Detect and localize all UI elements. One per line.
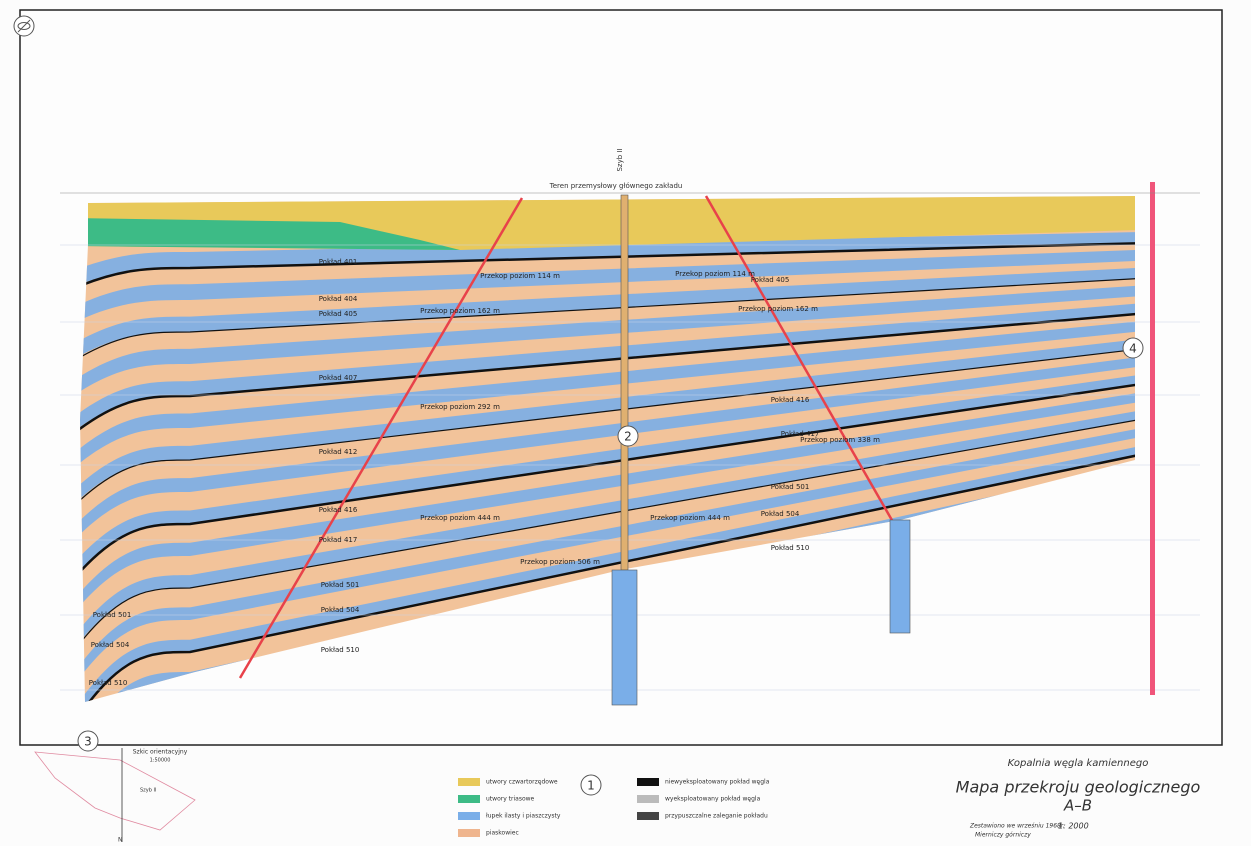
shale-band — [80, 321, 1135, 472]
inset-title: Szkic orientacyjny — [133, 749, 188, 756]
marker-circle — [1122, 337, 1144, 359]
shale-band — [80, 410, 1135, 655]
cross-cut-label: Przekop poziom 114 m — [480, 272, 560, 280]
seam-label: Pokład 405 — [319, 310, 358, 318]
cross-cut-label: Przekop poziom 162 m — [420, 307, 500, 315]
fault — [238, 197, 524, 679]
coal-seam — [80, 418, 1135, 657]
boundary — [1150, 182, 1155, 695]
map-title: Mapa przekroju geologicznego — [956, 778, 1201, 797]
north: N — [118, 837, 123, 844]
mine-name: Kopalnia węgla kamiennego — [1008, 758, 1149, 769]
legend-swatch — [458, 812, 480, 820]
shaft — [620, 194, 629, 571]
seam-label: Pokład 501 — [93, 611, 132, 619]
coal-seam — [80, 453, 1135, 702]
scale: 1: 2000 — [1058, 822, 1089, 831]
legend-label: przypuszczalne zaleganie pokładu — [665, 813, 768, 820]
legend-label: piaskowiec — [486, 830, 519, 837]
coal-seam — [80, 312, 1135, 438]
legend-swatch — [637, 812, 659, 820]
seam-label: Pokład 405 — [751, 276, 790, 284]
shale-band — [80, 374, 1135, 581]
seam-label: Pokład 417 — [781, 430, 820, 438]
marker[interactable]: 1 — [580, 774, 602, 796]
marker[interactable]: 4 — [1122, 337, 1144, 359]
seam-label: Pokład 407 — [319, 374, 358, 382]
seam-label: Pokład 510 — [89, 679, 128, 687]
surveyor: Mierniczy górniczy — [975, 832, 1031, 839]
inset-shaft: Szyb II — [140, 788, 156, 794]
cross-cut-label: Przekop poziom 114 m — [675, 270, 755, 278]
borehole — [889, 519, 911, 634]
seam-label: Pokład 504 — [91, 641, 130, 649]
seam-label: Pokład 504 — [761, 510, 800, 518]
coal-seam — [80, 383, 1135, 584]
seam-label: Pokład 416 — [319, 506, 358, 514]
viewer-toggle[interactable] — [13, 15, 35, 37]
inset-map: Szkic orientacyjny 1:50000 Szyb II N — [34, 748, 196, 844]
seam-label: Pokład 501 — [771, 483, 810, 491]
borehole — [611, 569, 638, 706]
shale-band — [80, 428, 1135, 691]
marker-circle — [617, 425, 639, 447]
seam-label: Pokład 412 — [319, 448, 358, 456]
legend-label: utwory triasowe — [486, 796, 535, 803]
legend-swatch — [637, 778, 659, 786]
marker-circle — [77, 730, 99, 752]
seam-label: Pokład 416 — [771, 396, 810, 404]
legend-swatch — [458, 829, 480, 837]
cross-cut-label: Przekop poziom 444 m — [650, 514, 730, 522]
legend-swatch — [458, 778, 480, 786]
marker-circle — [580, 774, 602, 796]
marker-number: 4 — [1129, 342, 1137, 356]
legend-label: wyeksploatowany pokład węgla — [665, 796, 761, 803]
shale-band — [80, 339, 1135, 508]
marker-number: 2 — [624, 430, 632, 444]
cross-cut-label: Przekop poziom 506 m — [520, 558, 600, 566]
legend-label: łupek ilasty i piaszczysty — [486, 813, 561, 820]
legend-label: utwory czwartorzędowe — [486, 779, 558, 786]
shale-band — [80, 446, 1135, 702]
shale-band — [80, 392, 1135, 618]
shale-band — [80, 285, 1135, 398]
legend-swatch — [637, 795, 659, 803]
triassic — [80, 218, 460, 250]
drawn-date: Zestawiono we wrześniu 1968r. — [969, 823, 1065, 830]
section-name: A–B — [1063, 797, 1092, 815]
cross-cut-label: Przekop poziom 292 m — [420, 403, 500, 411]
marker[interactable]: 3 — [77, 730, 99, 752]
surface-label: Teren przemysłowy głównego zakładu — [549, 182, 683, 190]
coal-seam — [80, 241, 1135, 292]
legend-label: niewyeksploatowany pokład węgla — [665, 779, 770, 786]
seam-label: Pokład 510 — [321, 646, 360, 654]
seam-label: Pokład 401 — [319, 258, 358, 266]
legend-swatch — [458, 795, 480, 803]
shale-band — [80, 249, 1135, 325]
cross-cut-label: Przekop poziom 338 m — [800, 436, 880, 444]
marker-number: 1 — [587, 779, 595, 793]
cross-cut-label: Przekop poziom 444 m — [420, 514, 500, 522]
shale-band — [80, 232, 1135, 288]
inset-scale: 1:50000 — [150, 758, 171, 764]
seam-label: Pokład 417 — [319, 536, 358, 544]
cross-cut-label: Przekop poziom 162 m — [738, 305, 818, 313]
seam-label: Pokład 501 — [321, 581, 360, 589]
coal-seam — [80, 277, 1135, 364]
shale-band — [80, 267, 1135, 362]
seam-label: Pokład 404 — [319, 295, 358, 303]
marker-number: 3 — [84, 735, 92, 749]
title-block: Kopalnia węgla kamiennego Mapa przekroju… — [956, 758, 1201, 839]
shaft-label: Szyb II — [616, 148, 624, 171]
marker[interactable]: 2 — [617, 425, 639, 447]
seam-label: Pokład 510 — [771, 544, 810, 552]
seam-label: Pokład 504 — [321, 606, 360, 614]
fault — [704, 195, 895, 523]
shale-band — [80, 356, 1135, 545]
